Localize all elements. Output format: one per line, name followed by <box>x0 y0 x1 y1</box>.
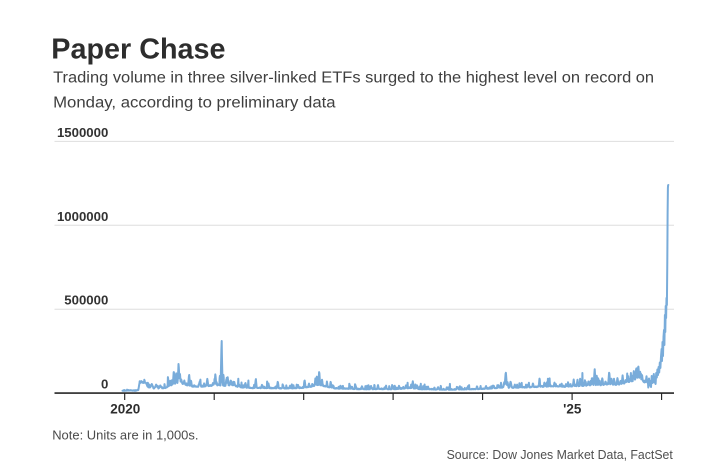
svg-text:1500000: 1500000 <box>57 125 108 140</box>
svg-text:500000: 500000 <box>64 293 108 308</box>
svg-text:Trading volume in three silver: Trading volume in three silver-linked ET… <box>53 69 654 86</box>
svg-text:1000000: 1000000 <box>57 209 108 224</box>
svg-text:Note: Units are in 1,000s.: Note: Units are in 1,000s. <box>52 428 198 443</box>
svg-text:Source: Dow Jones Market Data,: Source: Dow Jones Market Data, FactSet <box>447 447 674 462</box>
svg-text:Monday, according to prelimina: Monday, according to preliminary data <box>53 94 336 111</box>
svg-text:2020: 2020 <box>110 401 140 416</box>
svg-text:Paper Chase: Paper Chase <box>51 34 225 66</box>
svg-text:0: 0 <box>101 376 108 391</box>
svg-text:'25: '25 <box>563 401 582 416</box>
